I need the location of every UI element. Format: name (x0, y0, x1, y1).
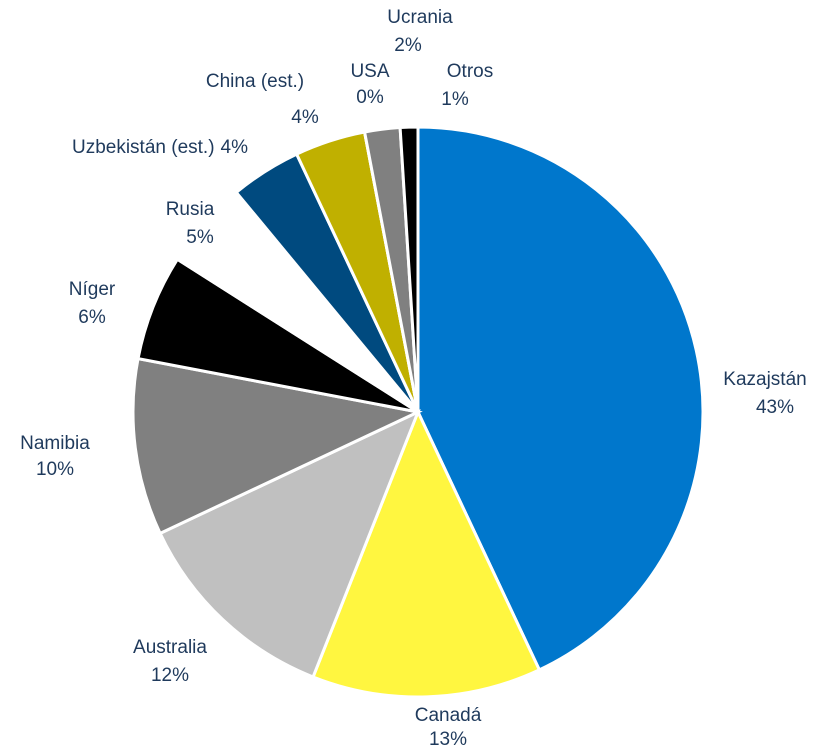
value-label: 4% (291, 107, 319, 128)
value-label: 2% (394, 35, 422, 56)
category-label: Australia (133, 637, 207, 658)
pie-slice (398, 125, 420, 413)
value-label: 1% (441, 89, 469, 110)
pie-slice (158, 409, 421, 679)
slice-label: Uzbekistán (est.) 4% (72, 137, 248, 158)
category-label: Kazajstán (723, 369, 806, 390)
category-label: Rusia (166, 199, 215, 220)
value-label: 12% (151, 665, 189, 686)
pie-slice (416, 125, 705, 672)
pie-slice (311, 408, 542, 699)
value-label: 4% (221, 137, 249, 158)
category-label: Canadá (415, 705, 482, 726)
category-label: Namibia (20, 433, 90, 454)
category-label: Ucrania (387, 7, 453, 28)
value-label: 5% (186, 227, 214, 248)
category-label: China (est.) (206, 71, 304, 92)
category-label: Níger (69, 279, 116, 300)
pie-slice (131, 356, 423, 536)
category-label: Otros (447, 61, 493, 82)
category-label: Uzbekistán (est.) (72, 137, 215, 158)
value-label: 10% (36, 459, 74, 480)
category-label: USA (350, 61, 389, 82)
value-label: 13% (429, 729, 467, 748)
value-label: 43% (756, 397, 794, 418)
value-label: 0% (356, 87, 384, 108)
value-label: 6% (78, 307, 106, 328)
